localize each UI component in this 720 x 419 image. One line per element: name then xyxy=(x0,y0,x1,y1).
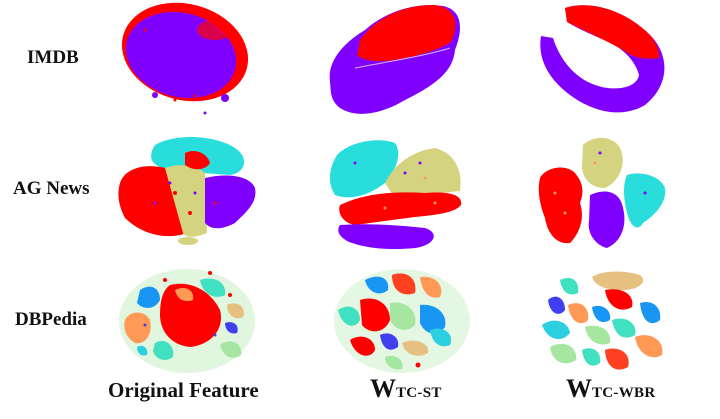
col-label-original-feature: Original Feature xyxy=(108,378,259,402)
col-label-wtc-st-sub: TC-ST xyxy=(396,385,442,401)
col-label-wtc-st: WTC-ST xyxy=(370,374,442,404)
plot-imdb-wtc-st xyxy=(325,0,470,120)
plot-imdb-wtc-wbr xyxy=(535,0,680,120)
row-label-ag-news: AG News xyxy=(13,178,90,199)
plot-dbpedia-original xyxy=(115,265,260,377)
plot-agnews-wtc-wbr xyxy=(535,133,680,251)
col-label-wtc-wbr-sub: TC-WBR xyxy=(592,385,656,401)
row-label-dbpedia: DBPedia xyxy=(15,309,87,330)
plot-agnews-wtc-st xyxy=(325,133,470,251)
plot-dbpedia-wtc-st xyxy=(330,265,475,377)
col-label-wtc-wbr: WTC-WBR xyxy=(566,374,655,404)
plot-imdb-original xyxy=(115,0,260,120)
col-label-wtc-wbr-main: W xyxy=(566,374,592,403)
row-label-imdb: IMDB xyxy=(27,47,79,68)
col-label-wtc-st-main: W xyxy=(370,374,396,403)
plot-dbpedia-wtc-wbr xyxy=(540,265,685,377)
plot-agnews-original xyxy=(115,133,260,251)
